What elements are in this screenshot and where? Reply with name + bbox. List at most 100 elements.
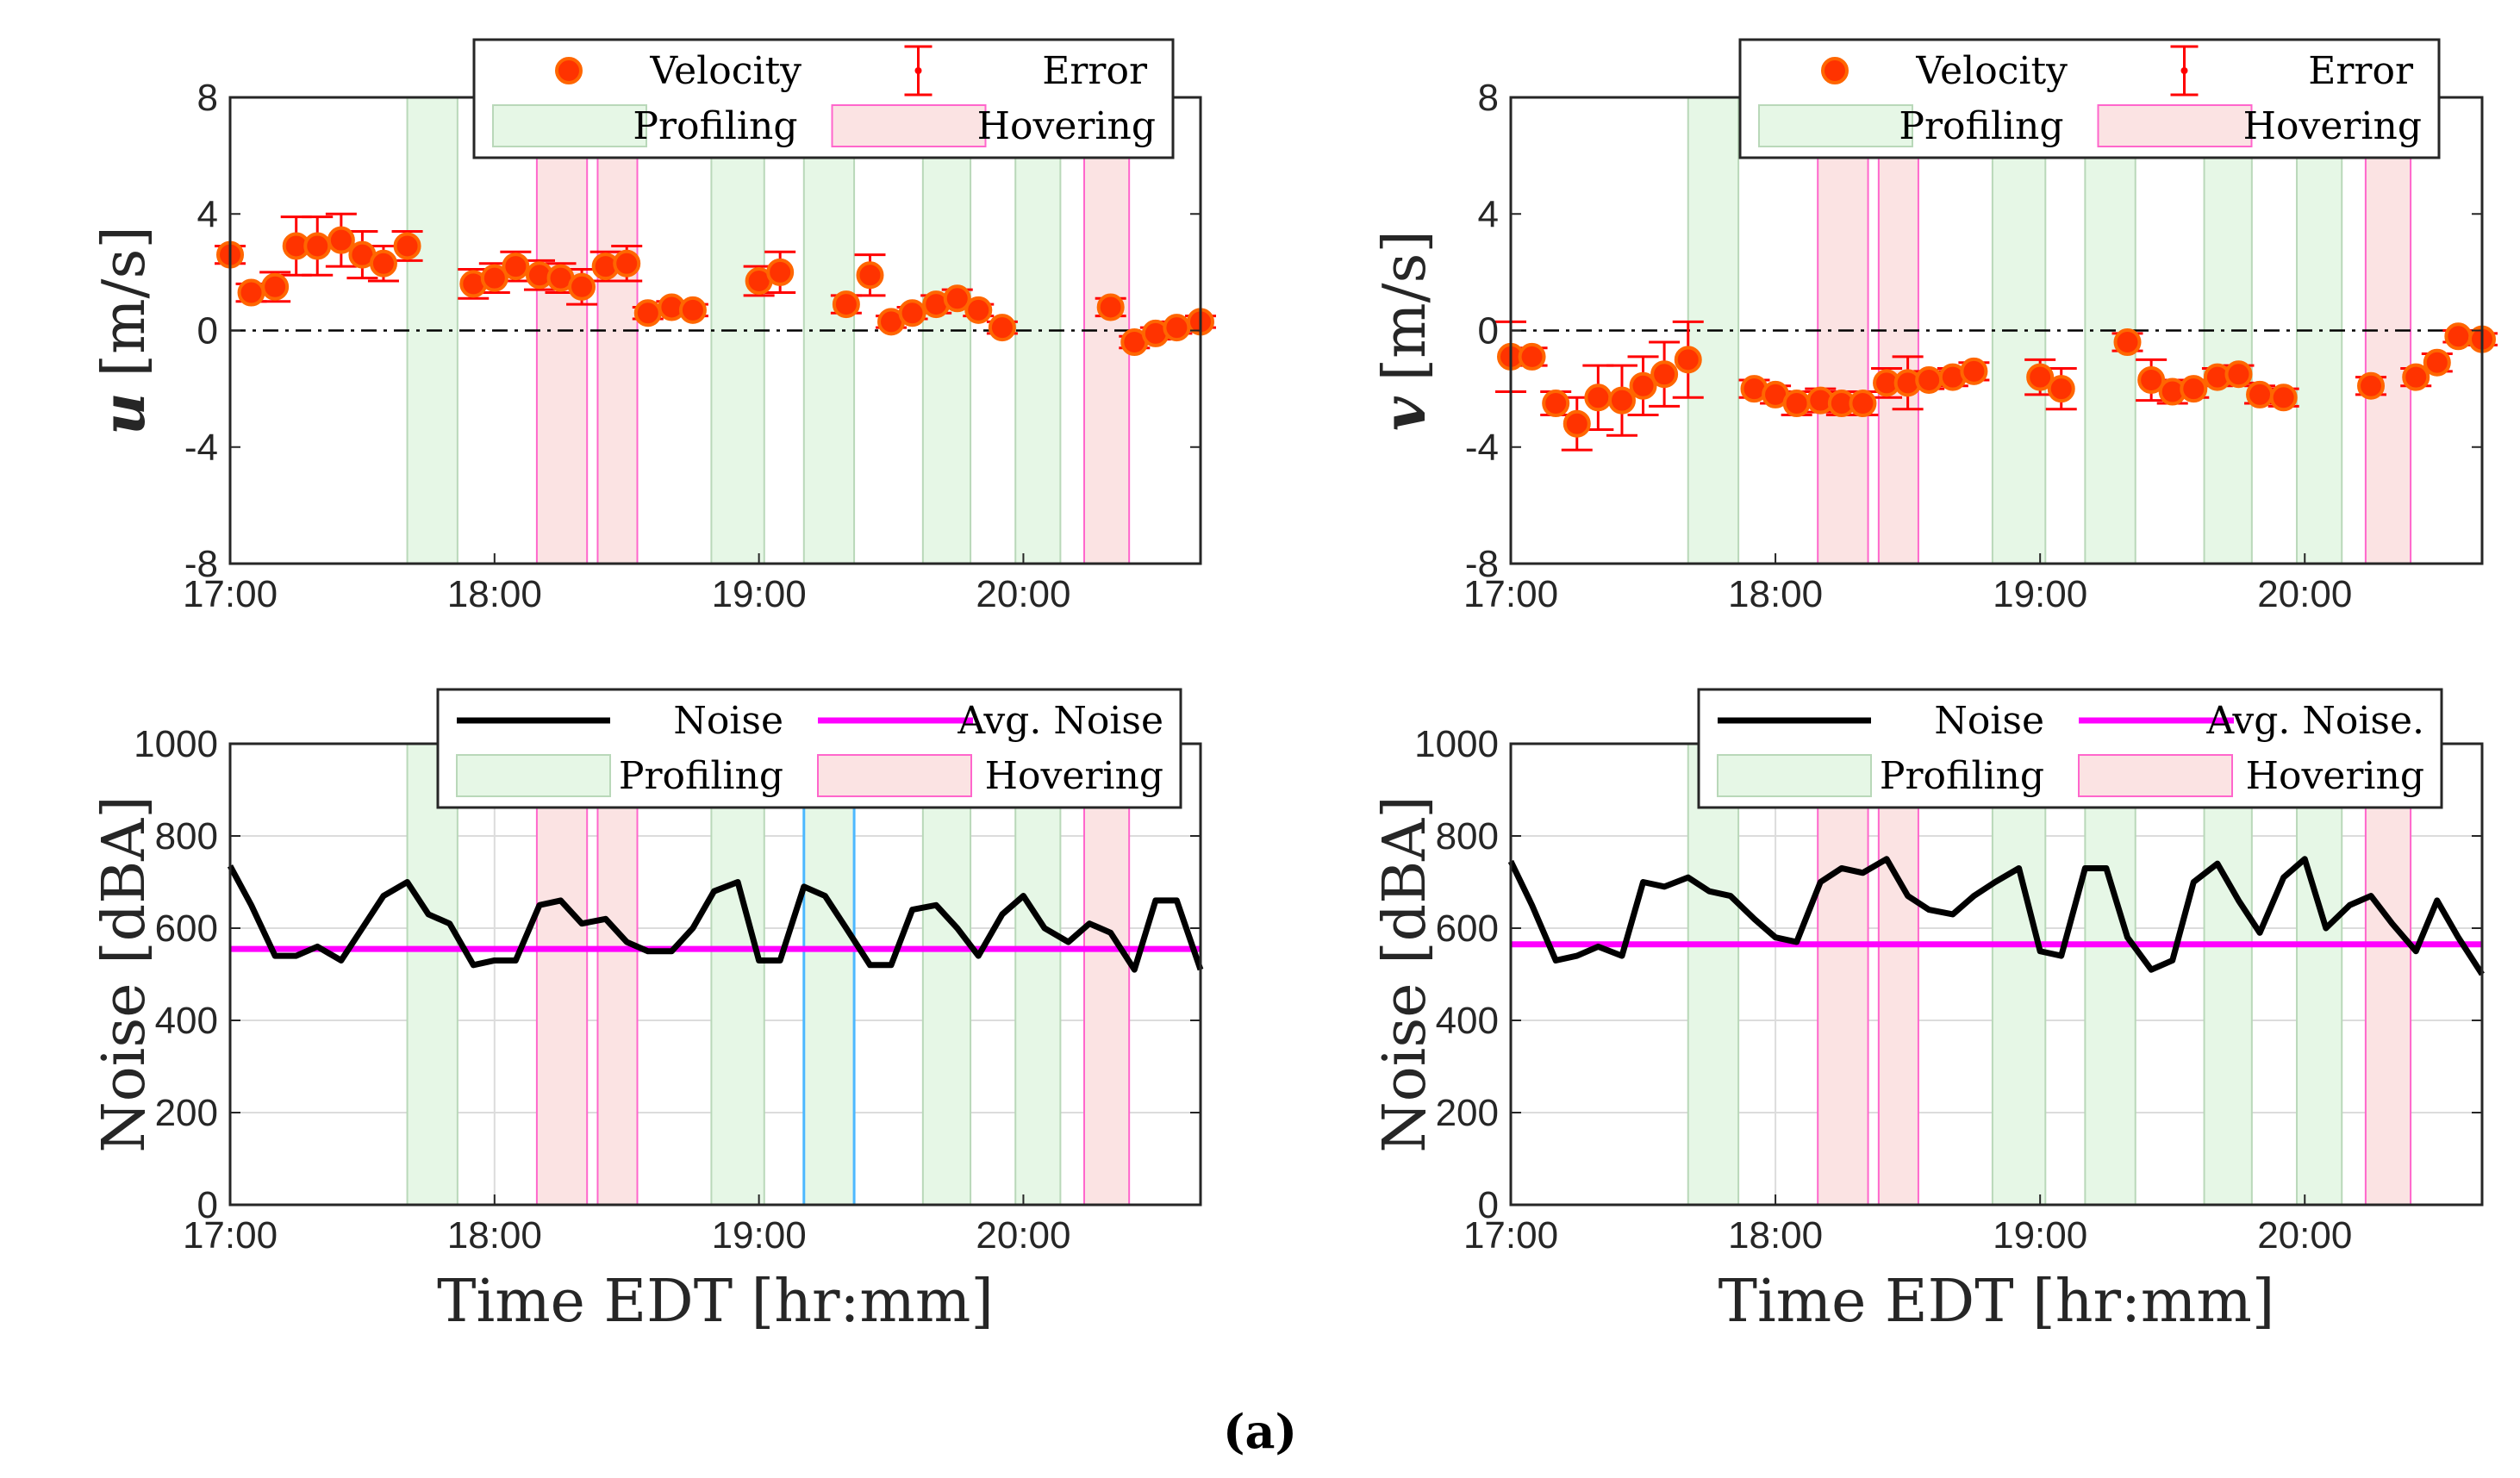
y-tick-label: -8	[184, 543, 218, 585]
y-axis-unit: [m/s]	[1371, 230, 1439, 381]
y-axis-symbol: v	[1370, 396, 1439, 431]
legend-velocity-label: Velocity	[1915, 49, 2068, 93]
legend-hovering-label: Hovering	[985, 754, 1163, 798]
velocity-point	[1563, 409, 1591, 438]
legend-noise-label: Noise	[1934, 699, 2044, 743]
legend-hovering-swatch	[2078, 754, 2233, 797]
velocity-point	[2357, 371, 2386, 400]
x-tick-label: 20:00	[976, 573, 1070, 615]
velocity-point	[964, 296, 993, 324]
velocity-point	[1542, 390, 1570, 418]
velocity-point	[856, 261, 884, 290]
x-tick-label: 19:00	[1993, 1214, 2087, 1257]
x-tick-label: 17:00	[183, 573, 278, 615]
legend-velocity-marker	[1821, 57, 1849, 84]
y-tick-label: -8	[1465, 543, 1499, 585]
y-axis-unit: [m/s]	[90, 226, 159, 377]
profiling-band	[1991, 743, 2047, 1206]
profiling-band	[406, 743, 458, 1206]
velocity-point	[678, 296, 707, 324]
velocity-point	[988, 314, 1016, 342]
hovering-band	[596, 743, 639, 1206]
legend-error-dot	[914, 67, 922, 74]
velocity-point	[393, 232, 421, 260]
velocity-point	[2026, 363, 2055, 391]
legend-hovering-swatch	[2097, 104, 2253, 147]
velocity-point	[1960, 357, 1988, 385]
velocity-point	[2113, 328, 2142, 357]
legend-profiling-swatch	[1717, 754, 1872, 797]
legend-error-dot	[2180, 67, 2188, 74]
y-axis-label: u [m/s]	[90, 226, 159, 435]
velocity-point	[1782, 390, 1811, 418]
y-tick-label: 4	[1478, 193, 1499, 235]
y-tick-label: 0	[197, 310, 218, 352]
velocity-point	[2269, 384, 2298, 412]
noise-series-line	[1507, 856, 2485, 976]
legend-error-label: Error	[1042, 49, 1148, 93]
x-tick-label: 19:00	[1993, 573, 2087, 615]
hovering-band	[535, 743, 589, 1206]
legend-velocity-label: Velocity	[649, 49, 802, 93]
legend: Velocity Error Profiling Hovering	[1738, 38, 2441, 159]
y-tick-label: -4	[184, 427, 218, 469]
figure-caption: (a)	[1223, 1404, 1297, 1459]
y-tick-label: 1000	[1414, 723, 1499, 765]
y-tick-label: 8	[197, 77, 218, 119]
velocity-point	[1096, 293, 1125, 321]
y-tick-label: 400	[155, 1000, 218, 1042]
legend-error-label: Error	[2308, 49, 2414, 93]
velocity-point	[502, 253, 530, 281]
legend-profiling-label: Profiling	[619, 754, 783, 798]
x-tick-label: 17:00	[183, 1214, 278, 1257]
velocity-point	[2246, 380, 2274, 408]
legend-velocity-marker	[555, 57, 583, 84]
velocity-point	[633, 299, 662, 327]
y-axis-label: Noise [dBA]	[1371, 795, 1439, 1153]
velocity-point	[1650, 360, 1679, 389]
legend: Noise Avg. Noise Profiling Hovering	[436, 688, 1182, 809]
y-tick-label: 800	[1436, 815, 1499, 857]
velocity-point	[1915, 365, 1943, 394]
velocity-point	[261, 272, 290, 301]
profiling-band	[2084, 743, 2136, 1206]
hovering-band	[1877, 743, 1919, 1206]
legend-avg-label: Avg. Noise.	[2205, 699, 2424, 743]
legend-noise-label: Noise	[673, 699, 783, 743]
velocity-point	[613, 249, 641, 278]
x-tick-label: 20:00	[2257, 1214, 2352, 1257]
profiling-band	[710, 743, 765, 1206]
velocity-point	[1674, 346, 1702, 374]
noise-series-line	[227, 864, 1204, 973]
profiling-band	[1014, 743, 1062, 1206]
x-tick-label: 19:00	[712, 1214, 807, 1257]
velocity-point	[2444, 322, 2473, 351]
velocity-point	[2224, 360, 2253, 389]
velocity-point	[1163, 314, 1191, 342]
x-tick-label: 20:00	[2257, 573, 2352, 615]
legend-profiling-label: Profiling	[1880, 754, 2044, 798]
velocity-point	[2423, 348, 2451, 377]
velocity-point	[568, 272, 596, 301]
velocity-point	[480, 264, 508, 292]
profiling-band	[2203, 743, 2253, 1206]
legend-profiling-label: Profiling	[1899, 104, 2063, 148]
profiling-band	[2296, 743, 2343, 1206]
velocity-point	[943, 284, 971, 313]
profiling-band	[921, 743, 972, 1206]
legend-hovering-label: Hovering	[2243, 104, 2422, 148]
y-tick-label: 4	[197, 193, 218, 235]
legend-profiling-swatch	[456, 754, 611, 797]
legend: Velocity Error Profiling Hovering	[472, 38, 1175, 159]
y-axis-label: Noise [dBA]	[90, 795, 159, 1153]
x-tick-label: 17:00	[1463, 1214, 1558, 1257]
y-tick-label: 400	[1436, 1000, 1499, 1042]
profiling-band	[1687, 743, 1740, 1206]
velocity-point	[2402, 363, 2430, 391]
velocity-point	[898, 299, 926, 327]
velocity-point	[1518, 342, 1546, 371]
y-tick-label: 600	[1436, 907, 1499, 950]
legend-profiling-label: Profiling	[633, 104, 797, 148]
velocity-point	[303, 232, 332, 260]
